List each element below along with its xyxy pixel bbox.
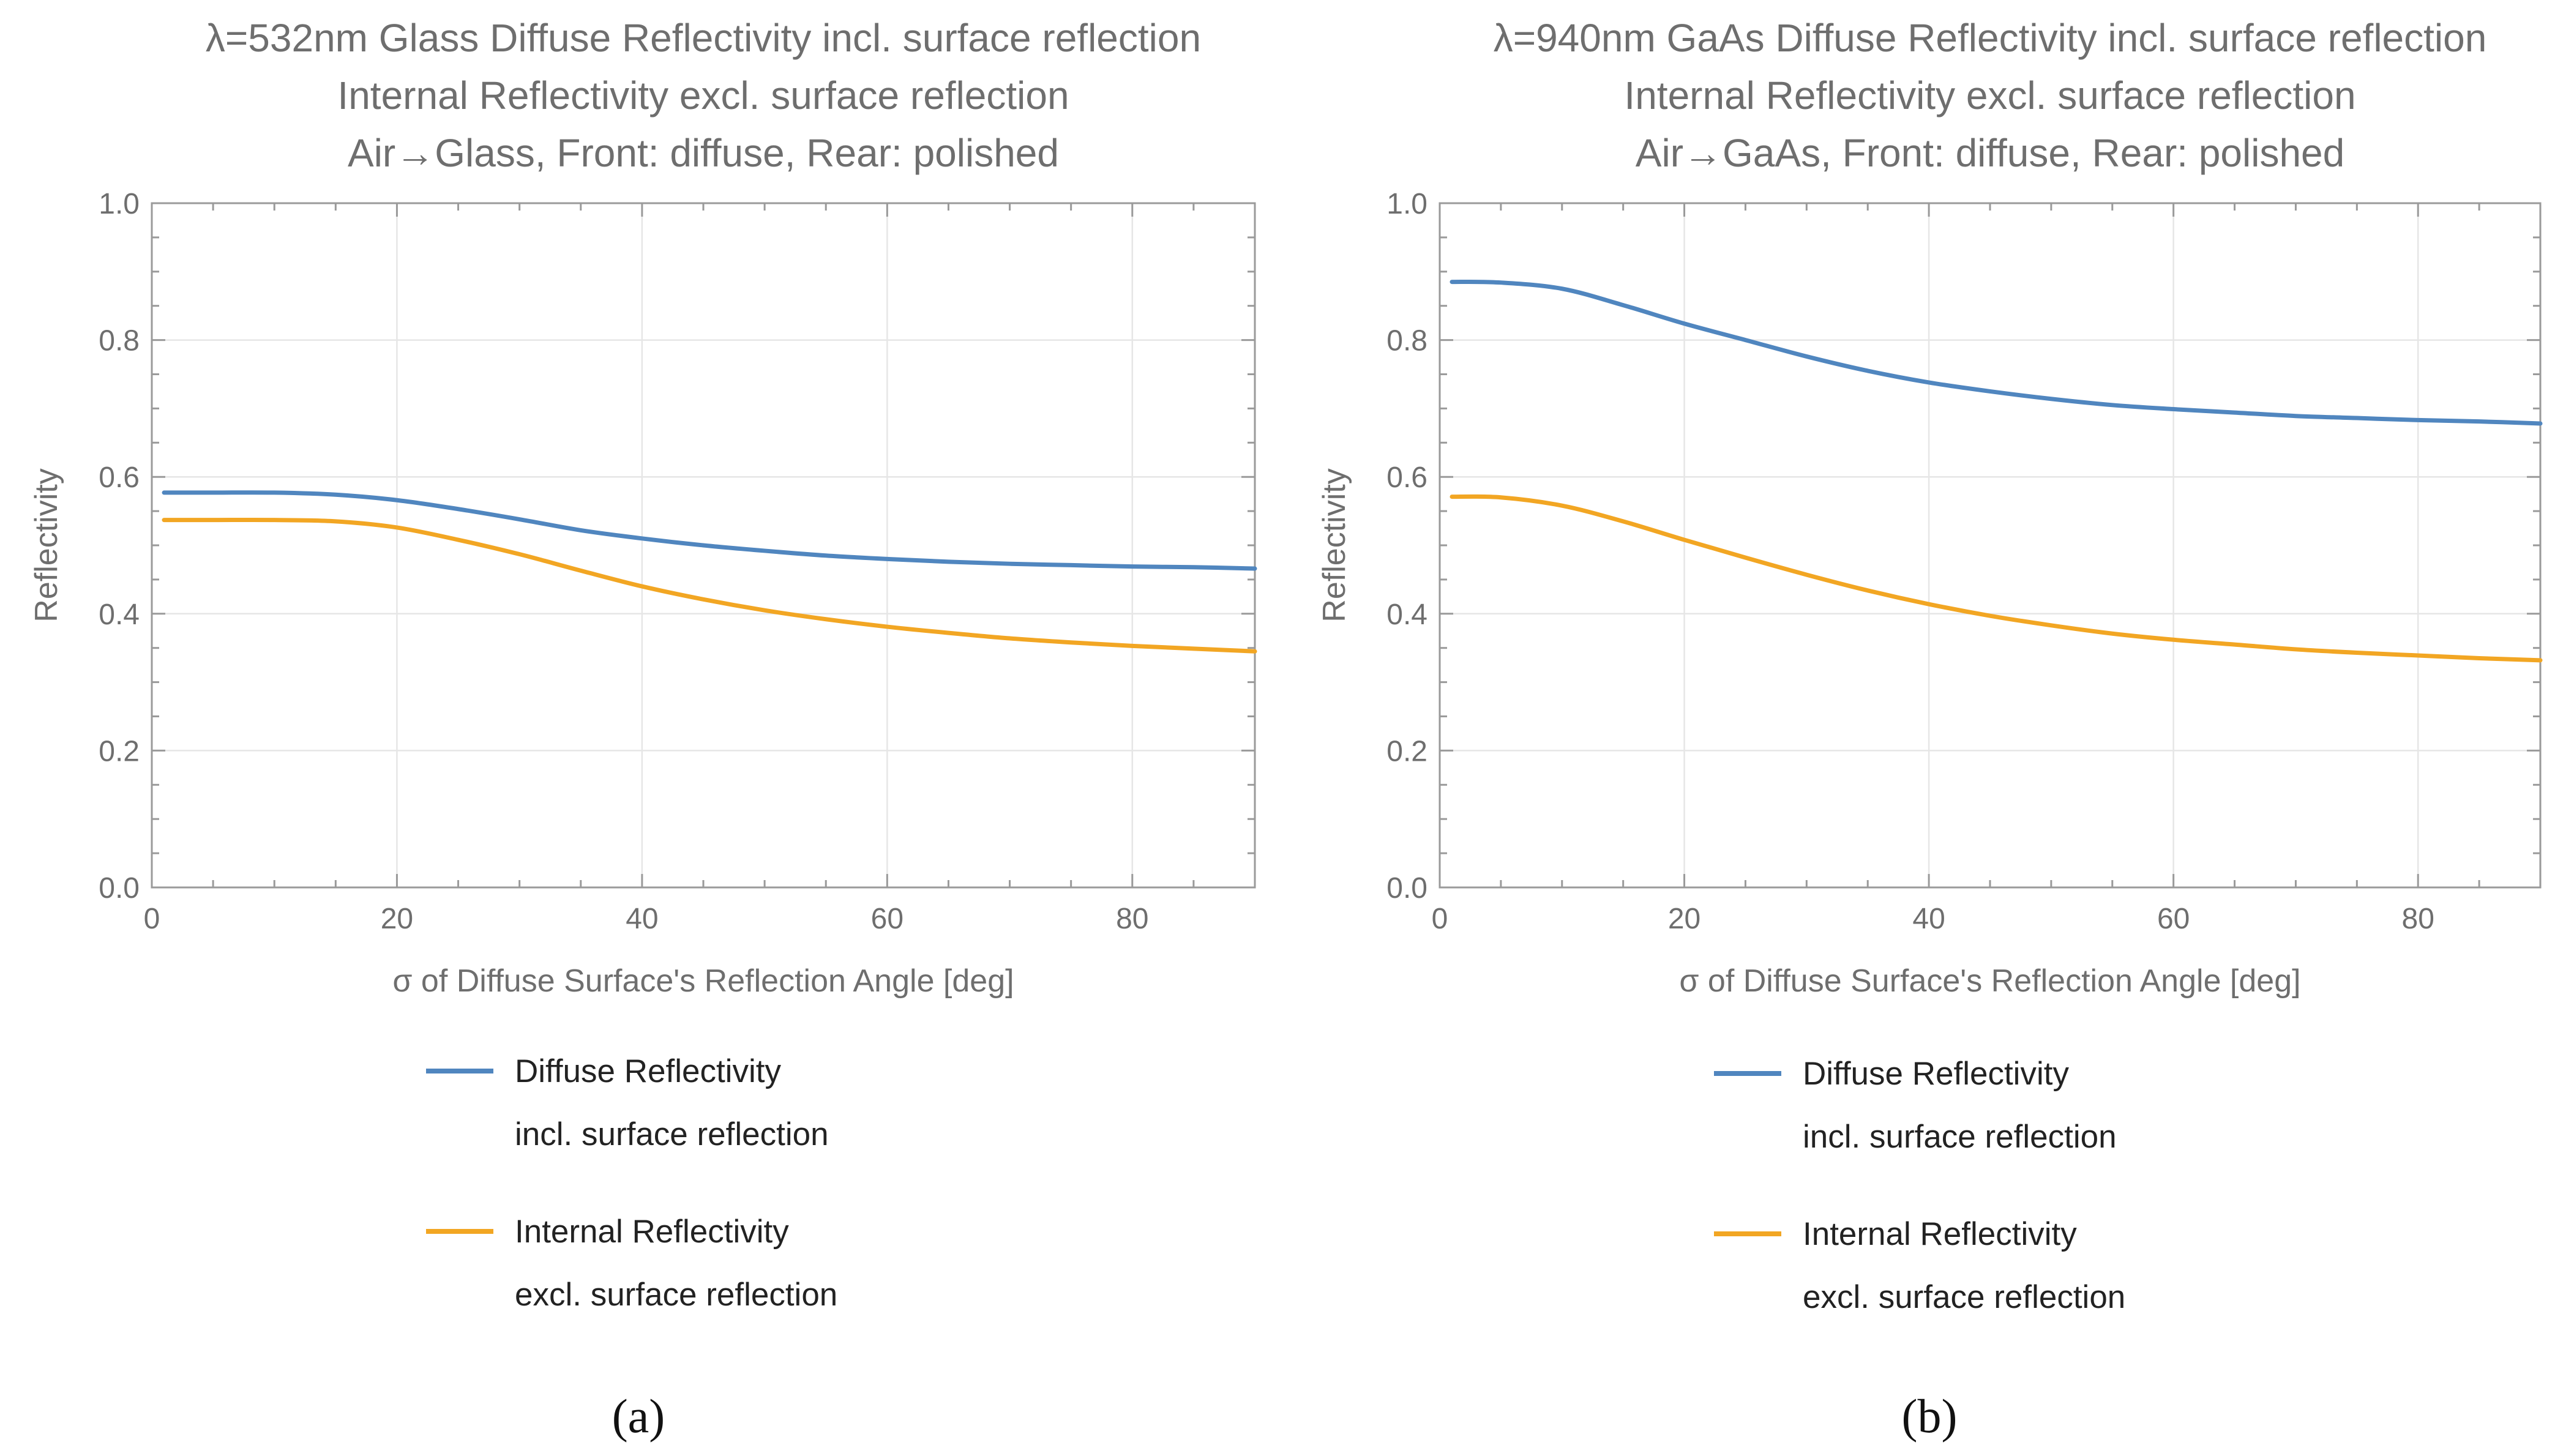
- legend-label-line-2: incl. surface reflection: [1803, 1119, 2117, 1155]
- x-tick-label: 60: [2157, 903, 2190, 935]
- chart-panel-b: λ=940nm GaAs Diffuse Reflectivity incl. …: [1317, 16, 2543, 1443]
- x-tick-label: 0: [1432, 903, 1448, 935]
- chart-title-line-3: Air→Glass, Front: diffuse, Rear: polishe…: [348, 131, 1059, 175]
- x-tick-label: 40: [626, 903, 658, 935]
- legend-label-line-1: Diffuse Reflectivity: [1803, 1056, 2069, 1092]
- y-tick-label: 0.4: [99, 599, 140, 631]
- x-tick-label: 20: [381, 903, 413, 935]
- chart-title-line-1: λ=532nm Glass Diffuse Reflectivity incl.…: [206, 16, 1201, 60]
- legend-label-line-2: excl. surface reflection: [1803, 1279, 2125, 1315]
- y-tick-label: 0.6: [99, 461, 140, 494]
- legend-label-line-1: Internal Reflectivity: [1803, 1216, 2077, 1252]
- legend-label-line-2: incl. surface reflection: [515, 1116, 829, 1152]
- y-tick-label: 0.6: [1386, 461, 1427, 494]
- x-axis-label: σ of Diffuse Surface's Reflection Angle …: [1679, 963, 2300, 999]
- y-tick-label: 1.0: [1386, 188, 1427, 220]
- series-line-diffuse-reflectivity: [1450, 279, 2543, 426]
- x-tick-label: 20: [1668, 903, 1700, 935]
- y-tick-label: 0.4: [1386, 599, 1427, 631]
- chart-title-line-1: λ=940nm GaAs Diffuse Reflectivity incl. …: [1494, 16, 2487, 60]
- y-tick-label: 0.2: [99, 735, 140, 767]
- x-tick-label: 60: [871, 903, 904, 935]
- series-line-diffuse-reflectivity: [162, 490, 1257, 571]
- legend-label-line-2: excl. surface reflection: [515, 1277, 837, 1313]
- x-tick-label: 80: [1116, 903, 1148, 935]
- y-tick-label: 0.8: [99, 325, 140, 357]
- x-tick-label: 40: [1912, 903, 1945, 935]
- x-tick-label: 80: [2402, 903, 2434, 935]
- panel-caption: (b): [1902, 1389, 1958, 1443]
- chart-panel-a: λ=532nm Glass Diffuse Reflectivity incl.…: [29, 16, 1257, 1443]
- y-tick-label: 0.0: [99, 872, 140, 905]
- y-axis-label: Reflectivity: [29, 468, 64, 622]
- chart-title-line-2: Internal Reflectivity excl. surface refl…: [1624, 73, 2355, 118]
- y-tick-label: 0.2: [1386, 735, 1427, 767]
- plot-frame: [1439, 202, 2542, 889]
- y-tick-label: 1.0: [99, 188, 140, 220]
- chart-title-line-2: Internal Reflectivity excl. surface refl…: [337, 73, 1069, 118]
- series-line-internal-reflectivity: [1450, 494, 2543, 663]
- y-tick-label: 0.8: [1386, 325, 1427, 357]
- y-tick-label: 0.0: [1386, 872, 1427, 905]
- x-tick-label: 0: [144, 903, 160, 935]
- y-axis-label: Reflectivity: [1317, 468, 1352, 622]
- panel-caption: (a): [612, 1389, 665, 1443]
- legend-label-line-1: Diffuse Reflectivity: [515, 1053, 781, 1089]
- series-line-internal-reflectivity: [162, 517, 1257, 654]
- chart-title-line-3: Air→GaAs, Front: diffuse, Rear: polished: [1636, 131, 2344, 175]
- x-axis-label: σ of Diffuse Surface's Reflection Angle …: [392, 963, 1014, 999]
- legend-label-line-1: Internal Reflectivity: [515, 1214, 789, 1250]
